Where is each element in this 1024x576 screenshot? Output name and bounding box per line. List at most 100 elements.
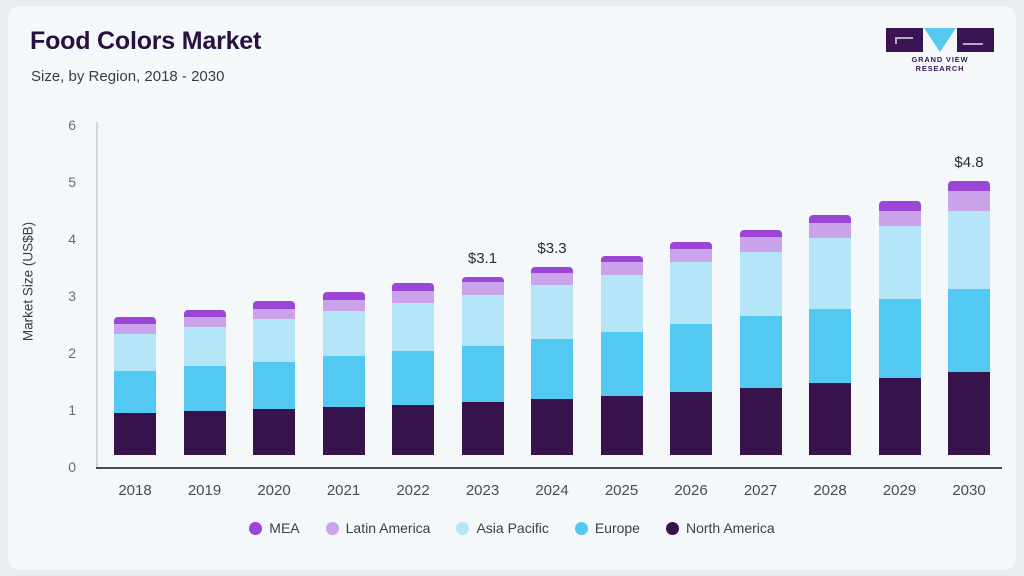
x-tick-label: 2024 xyxy=(535,482,569,499)
legend-item[interactable]: Europe xyxy=(574,520,640,536)
legend-label: Europe xyxy=(594,520,640,536)
bar-segment[interactable] xyxy=(183,366,226,412)
bar-segment[interactable] xyxy=(392,302,434,352)
bar-segment[interactable] xyxy=(114,333,156,371)
bar-segment[interactable] xyxy=(600,395,643,455)
bar-segment[interactable] xyxy=(809,223,851,238)
bar-stack[interactable] xyxy=(183,309,226,455)
bar-segment[interactable] xyxy=(878,225,921,299)
bar-segment[interactable] xyxy=(670,323,712,392)
bar-segment[interactable] xyxy=(114,412,156,455)
y-axis-title: Market Size (US$B) xyxy=(20,221,36,342)
bar-segment[interactable] xyxy=(183,411,226,455)
bar-segment[interactable] xyxy=(948,372,990,455)
bar-segment[interactable] xyxy=(670,391,712,455)
bar-segment[interactable] xyxy=(600,261,643,275)
bar-segment[interactable] xyxy=(600,274,643,332)
legend-label: Asia Pacific xyxy=(476,520,549,536)
bar-segment[interactable] xyxy=(461,282,504,296)
bar-segment[interactable] xyxy=(739,229,782,238)
bar-segment[interactable] xyxy=(948,181,990,192)
bar-segment[interactable] xyxy=(322,292,365,300)
bar-segment[interactable] xyxy=(114,317,156,324)
bar-segment[interactable] xyxy=(461,277,504,283)
bar-segment[interactable] xyxy=(531,266,573,273)
bar-segment[interactable] xyxy=(809,383,851,455)
legend-label: MEA xyxy=(269,520,300,536)
logo-marks xyxy=(886,28,994,52)
bar-segment[interactable] xyxy=(322,356,365,408)
bar-segment[interactable] xyxy=(948,191,990,212)
bar-segment[interactable] xyxy=(878,210,921,226)
bar-segment[interactable] xyxy=(183,326,226,367)
bar-segment[interactable] xyxy=(531,285,573,340)
bar-segment[interactable] xyxy=(878,201,921,211)
legend-item[interactable]: North America xyxy=(665,520,775,536)
bar-segment[interactable] xyxy=(461,402,504,455)
bar-stack[interactable]: $3.3 xyxy=(531,240,573,455)
bar-stack[interactable] xyxy=(878,201,921,455)
legend-label: Latin America xyxy=(345,520,431,536)
logo-v-triangle-icon xyxy=(924,28,956,52)
bar-segment[interactable] xyxy=(392,282,434,291)
legend-label: North America xyxy=(685,520,775,536)
y-axis-line xyxy=(96,122,98,469)
bar-segment[interactable] xyxy=(809,237,851,309)
bar-segment[interactable] xyxy=(183,309,226,317)
x-tick-label: 2026 xyxy=(674,482,708,499)
bar-segment[interactable] xyxy=(878,378,921,455)
bar-segment[interactable] xyxy=(392,290,434,303)
bar-segment[interactable] xyxy=(739,387,782,455)
bar-segment[interactable] xyxy=(739,251,782,316)
legend-item[interactable]: Asia Pacific xyxy=(456,520,549,536)
bar-segment[interactable] xyxy=(253,361,295,410)
y-tick-label: 6 xyxy=(68,117,76,133)
legend-item[interactable]: MEA xyxy=(249,520,300,536)
bar-segment[interactable] xyxy=(600,255,643,262)
bar-stack[interactable] xyxy=(114,317,156,455)
bar-stack[interactable] xyxy=(600,255,643,455)
bar-segment[interactable] xyxy=(531,399,573,455)
bar-segment[interactable] xyxy=(948,211,990,289)
bar-segment[interactable] xyxy=(809,215,851,224)
bar-segment[interactable] xyxy=(322,300,365,312)
bar-segment[interactable] xyxy=(461,345,504,402)
bar-segment[interactable] xyxy=(392,351,434,405)
bar-segment[interactable] xyxy=(114,370,156,413)
bar-segment[interactable] xyxy=(461,295,504,346)
legend-item[interactable]: Latin America xyxy=(325,520,431,536)
bar-segment[interactable] xyxy=(809,308,851,384)
chart-header: Food Colors Market Size, by Region, 2018… xyxy=(8,6,1016,106)
bar-stack[interactable] xyxy=(322,292,365,455)
bar-value-label: $4.8 xyxy=(954,154,984,172)
bar-segment[interactable] xyxy=(600,331,643,396)
bar-stack[interactable] xyxy=(253,301,295,455)
bar-segment[interactable] xyxy=(531,272,573,286)
page-subtitle: Size, by Region, 2018 - 2030 xyxy=(31,68,225,85)
bar-segment[interactable] xyxy=(670,241,712,249)
bar-stack[interactable] xyxy=(739,229,782,455)
bar-stack[interactable] xyxy=(670,241,712,455)
bar-segment[interactable] xyxy=(183,316,226,327)
bar-stack[interactable]: $4.8 xyxy=(948,154,990,455)
bar-segment[interactable] xyxy=(670,262,712,324)
bar-segment[interactable] xyxy=(322,311,365,357)
bar-segment[interactable] xyxy=(878,298,921,379)
bar-segment[interactable] xyxy=(253,301,295,309)
bar-segment[interactable] xyxy=(392,404,434,455)
bar-segment[interactable] xyxy=(253,409,295,455)
bar-stack[interactable] xyxy=(392,282,434,455)
bar-segment[interactable] xyxy=(253,308,295,320)
bar-segment[interactable] xyxy=(114,323,156,334)
bar-segment[interactable] xyxy=(322,407,365,455)
bar-segment[interactable] xyxy=(948,288,990,373)
bar-segment[interactable] xyxy=(670,248,712,263)
page-title: Food Colors Market xyxy=(30,27,262,55)
bar-stack[interactable] xyxy=(809,215,851,455)
y-tick-label: 4 xyxy=(68,231,76,247)
bar-segment[interactable] xyxy=(253,319,295,362)
bar-stack[interactable]: $3.1 xyxy=(461,250,504,455)
bar-segment[interactable] xyxy=(739,237,782,252)
bar-segment[interactable] xyxy=(739,315,782,388)
bar-segment[interactable] xyxy=(531,339,573,400)
